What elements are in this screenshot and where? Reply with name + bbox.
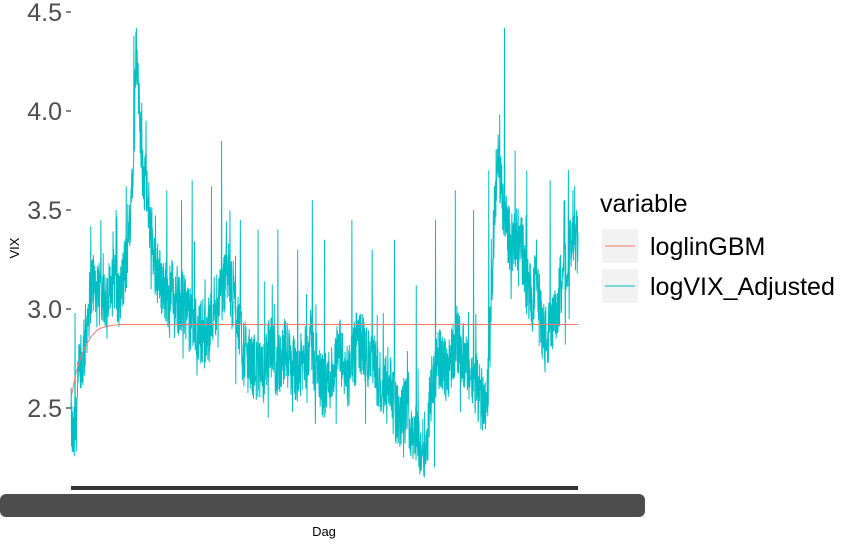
series-line-logvix-adjusted: [70, 27, 579, 478]
series-layer: [70, 27, 579, 478]
y-tick-label: 2.5: [27, 395, 62, 423]
y-tick-label: 3.0: [27, 296, 62, 324]
y-tick-label: 4.5: [27, 0, 62, 27]
y-tick-label: 4.0: [27, 98, 62, 126]
legend-label-loglingbm: loglinGBM: [650, 233, 765, 261]
x-axis: [0, 486, 645, 517]
legend: variable loglinGBM logVIX_Adjusted: [600, 190, 835, 303]
y-axis: 2.5 3.0 3.5 4.0 4.5: [27, 0, 71, 423]
y-tick-label: 3.5: [27, 197, 62, 225]
y-axis-title: VIX: [7, 237, 22, 258]
x-tick-labels-overlapping: [0, 494, 645, 517]
legend-item-logvix-adjusted: logVIX_Adjusted: [602, 269, 835, 303]
legend-item-loglingbm: loglinGBM: [602, 229, 765, 263]
legend-title: variable: [600, 190, 688, 218]
series-line-loglingbm: [70, 323, 578, 399]
legend-label-logvix-adjusted: logVIX_Adjusted: [650, 273, 835, 301]
x-axis-title: Dag: [312, 524, 336, 539]
